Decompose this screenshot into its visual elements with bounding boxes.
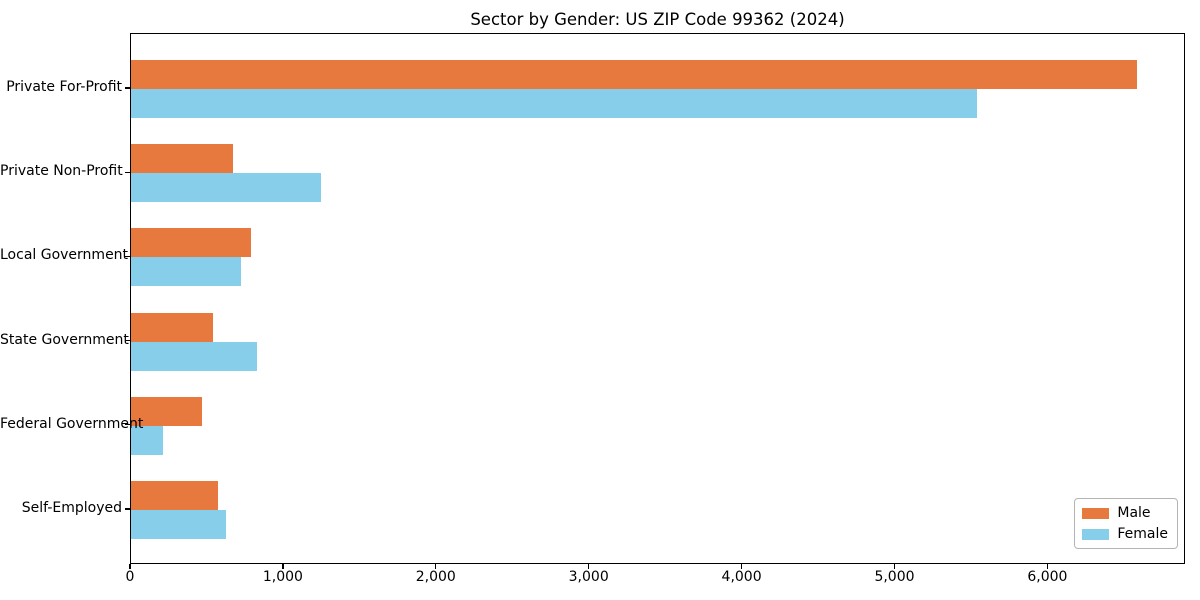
chart-title: Sector by Gender: US ZIP Code 99362 (202… (470, 10, 845, 29)
y-axis-label-federal-government: Federal Government (0, 415, 144, 432)
bar-female-federal-government (131, 425, 164, 455)
x-tick-1000 (282, 564, 284, 569)
x-axis-label-3000: 3,000 (568, 569, 609, 585)
y-tick-private-for-profit (125, 87, 130, 89)
bar-male-local-government (131, 228, 251, 258)
legend-swatch-male (1082, 507, 1110, 519)
bar-female-state-government (131, 341, 258, 371)
bar-female-private-for-profit (131, 89, 977, 118)
bar-female-private-non-profit (131, 173, 321, 203)
x-axis-label-5000: 5,000 (874, 569, 915, 585)
x-tick-6000 (1046, 564, 1049, 569)
y-tick-private-non-profit (125, 171, 130, 173)
bar-male-private-for-profit (131, 60, 1138, 89)
x-axis-label-0: 0 (125, 569, 135, 585)
legend-entry-female: Female (1082, 526, 1168, 542)
legend-swatch-female (1082, 528, 1110, 540)
y-axis-label-self-employed: Self-Employed (21, 500, 122, 516)
x-axis-label-2000: 2,000 (415, 569, 456, 585)
bar-male-federal-government (131, 396, 203, 426)
legend: Male Female (1074, 498, 1178, 549)
legend-label-male: Male (1117, 505, 1151, 521)
y-tick-self-employed (125, 508, 130, 510)
x-axis-label-6000: 6,000 (1027, 569, 1068, 585)
y-axis-label-local-government: Local Government (0, 247, 129, 264)
bar-female-local-government (131, 257, 242, 287)
y-tick-local-government (125, 255, 130, 258)
x-tick-3000 (587, 564, 590, 569)
x-axis-label-4000: 4,000 (721, 569, 762, 585)
y-axis-label-private-non-profit: Private Non-Profit (0, 163, 123, 180)
bar-male-state-government (131, 312, 213, 342)
y-tick-federal-government (125, 424, 130, 426)
x-axis-label-1000: 1,000 (262, 569, 303, 585)
plot-area (130, 33, 1185, 564)
y-axis-label-state-government: State Government (0, 331, 129, 348)
bar-male-self-employed (131, 481, 219, 510)
legend-label-female: Female (1117, 526, 1168, 542)
x-tick-0 (129, 564, 131, 569)
y-tick-state-government (125, 339, 130, 342)
legend-entry-male: Male (1082, 505, 1168, 521)
bar-male-private-non-profit (131, 144, 234, 174)
x-tick-4000 (740, 564, 743, 569)
x-tick-2000 (435, 564, 437, 569)
x-tick-5000 (893, 564, 896, 569)
y-axis-label-private-for-profit: Private For-Profit (6, 79, 122, 95)
bar-female-self-employed (131, 510, 226, 539)
